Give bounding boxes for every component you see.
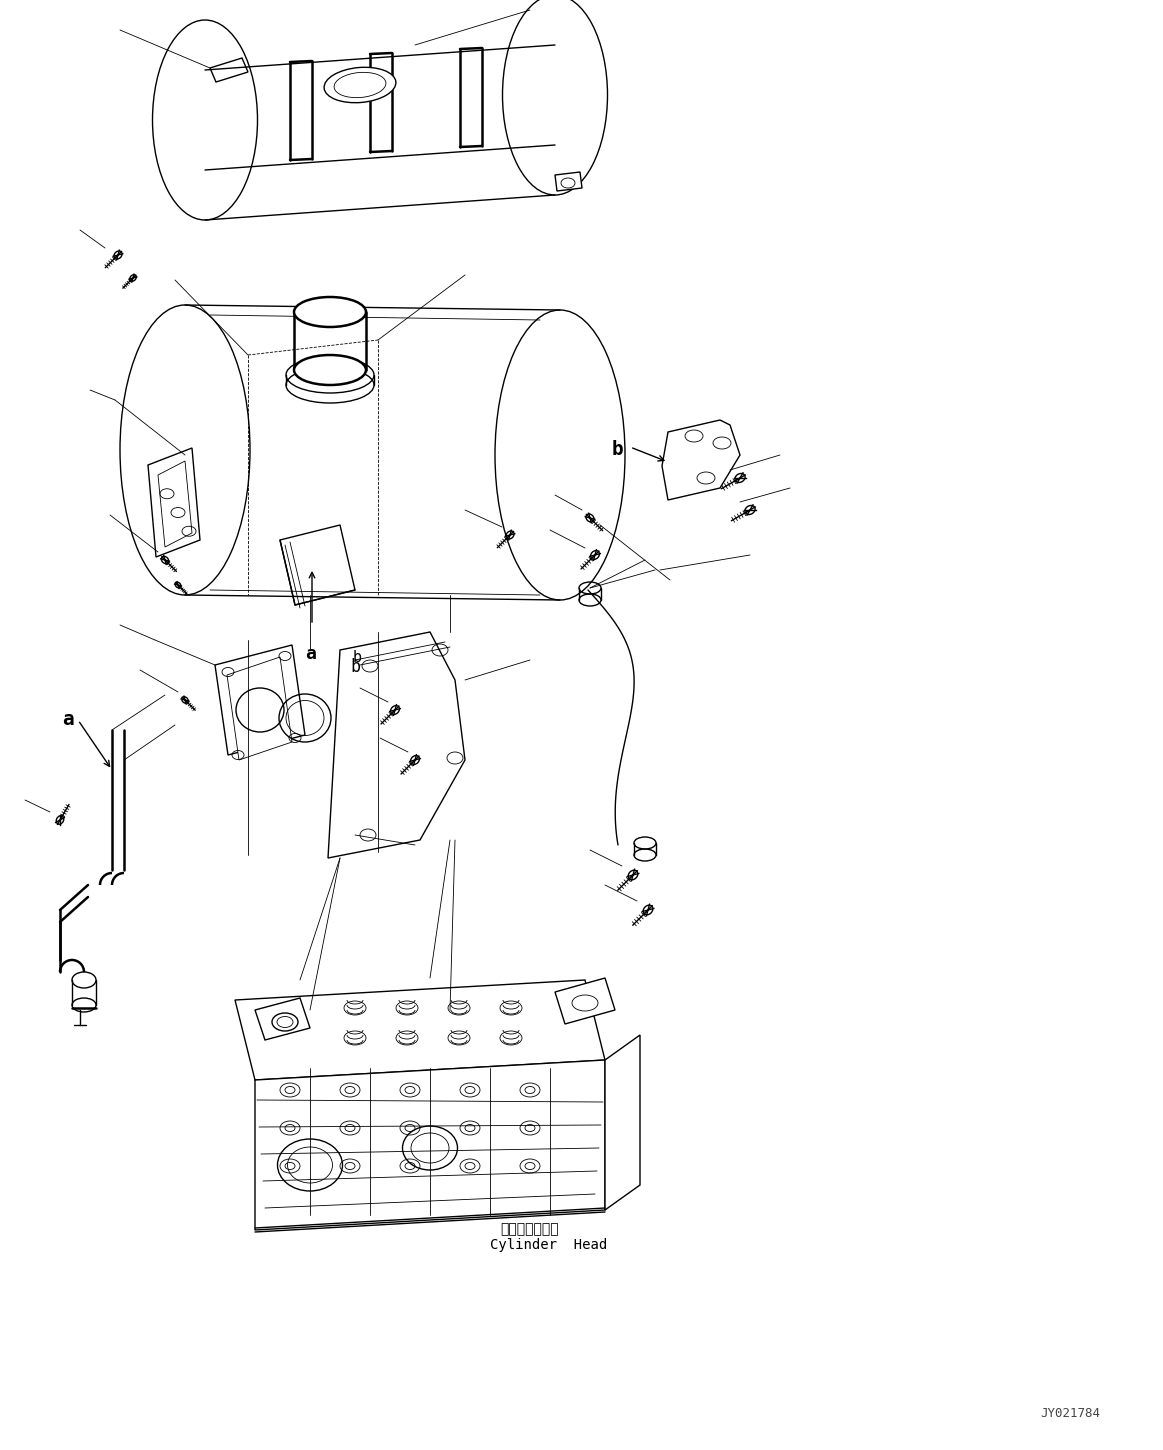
Polygon shape: [555, 977, 615, 1024]
Text: a: a: [62, 710, 73, 729]
Text: JY021784: JY021784: [1040, 1406, 1100, 1420]
Polygon shape: [215, 645, 305, 755]
Text: b: b: [350, 658, 361, 676]
Polygon shape: [555, 173, 582, 191]
Polygon shape: [211, 58, 248, 83]
Polygon shape: [255, 998, 311, 1040]
Text: b: b: [354, 650, 362, 666]
Text: a: a: [305, 645, 316, 663]
Ellipse shape: [502, 0, 607, 194]
Polygon shape: [662, 420, 740, 500]
Text: b: b: [612, 439, 623, 460]
Polygon shape: [148, 448, 200, 557]
Text: Cylinder  Head: Cylinder Head: [490, 1238, 607, 1251]
Polygon shape: [158, 461, 192, 547]
Polygon shape: [227, 657, 292, 760]
Ellipse shape: [495, 310, 625, 600]
Polygon shape: [280, 525, 355, 605]
Polygon shape: [255, 1060, 605, 1230]
Text: シリンダヘッド: シリンダヘッド: [500, 1222, 558, 1235]
Polygon shape: [605, 1035, 640, 1209]
Polygon shape: [235, 980, 605, 1080]
Ellipse shape: [72, 972, 97, 987]
Ellipse shape: [120, 304, 250, 594]
Ellipse shape: [324, 67, 395, 103]
Ellipse shape: [294, 297, 366, 328]
Polygon shape: [328, 632, 465, 858]
Ellipse shape: [294, 355, 366, 386]
